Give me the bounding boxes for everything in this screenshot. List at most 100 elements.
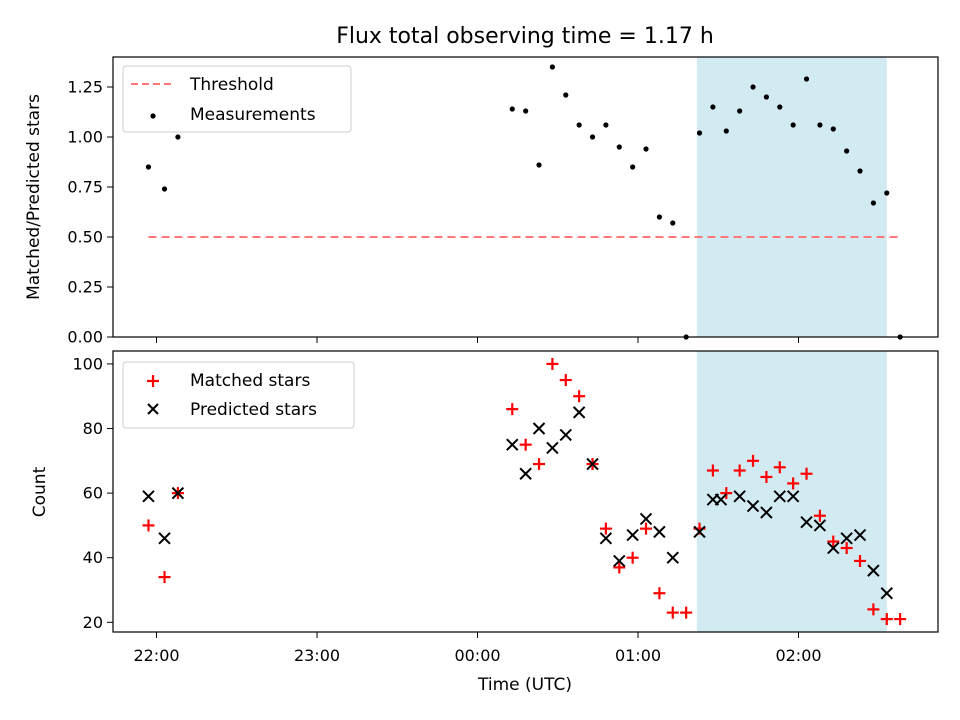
measurement-point <box>603 122 609 128</box>
predicted-star-point <box>639 512 653 526</box>
matched-star-point <box>867 603 880 616</box>
top-panel-frame <box>112 56 939 338</box>
predicted-star-point <box>653 525 666 539</box>
predicted-star-point <box>760 506 773 519</box>
matched-star-point <box>533 458 546 471</box>
predicted-star-point <box>572 406 586 419</box>
measurement-point <box>870 200 877 206</box>
matched-star-point <box>559 374 572 387</box>
predicted-star-point <box>626 528 639 542</box>
matched-star-point <box>599 522 612 535</box>
predicted-star-point <box>714 493 728 506</box>
measurement-point <box>175 134 181 140</box>
predicted-star-point <box>827 541 840 555</box>
predicted-star-point <box>813 519 827 532</box>
predicted-star-point <box>733 490 746 503</box>
matched-legend-swatch <box>147 375 159 387</box>
measurement-point <box>763 94 770 100</box>
bottom-y-axis-label: Count <box>30 466 50 517</box>
shaded-span-top <box>696 57 887 337</box>
measurement-point <box>844 148 850 154</box>
measurement-point <box>523 108 529 114</box>
predicted-star-point <box>853 528 867 542</box>
top-panel: 0.00 0.25 0.50 0.75 1.00 1.25 Matched/Predict… <box>24 56 939 347</box>
matched-star-point <box>666 606 679 619</box>
x-tick-label: 01:00 <box>615 646 661 665</box>
bottom-panel: 20 40 60 80 100 22:00 23:00 00:00 01:00 02:00 Co… <box>30 350 939 695</box>
predicted-star-point <box>880 587 893 600</box>
y-tick-label: 0.00 <box>67 328 103 347</box>
predicted-star-point <box>746 499 760 513</box>
top-y-ticks: 0.00 0.25 0.50 0.75 1.00 1.25 <box>67 78 113 347</box>
x-axis-label: Time (UTC) <box>477 675 572 695</box>
matched-star-point <box>613 561 626 574</box>
measurement-point <box>817 122 823 128</box>
matched-star-point <box>773 461 786 474</box>
matched-legend-label: Matched stars <box>190 371 310 391</box>
x-tick-label: 22:00 <box>133 646 179 665</box>
measurement-point <box>589 134 596 140</box>
shaded-span-bottom <box>696 351 887 632</box>
bottom-y-ticks: 20 40 60 80 100 <box>72 354 113 632</box>
measurement-point <box>737 108 743 114</box>
predicted-star-point <box>666 551 679 564</box>
y-tick-label: 100 <box>72 354 103 373</box>
matched-star-point <box>733 464 746 477</box>
predicted-star-point <box>506 438 519 451</box>
y-tick-label: 0.50 <box>67 228 103 247</box>
matched-star-point <box>760 470 773 483</box>
predicted-legend-swatch <box>147 403 159 415</box>
measurements-legend-swatch <box>150 113 156 119</box>
threshold-legend-label: Threshold <box>189 75 274 95</box>
predicted-star-point <box>559 428 572 442</box>
measurement-point <box>616 144 622 150</box>
matched-star-point <box>787 477 800 490</box>
predicted-star-point <box>171 486 185 500</box>
measurement-point <box>777 104 783 110</box>
measurement-point <box>750 84 756 90</box>
matched-star-point <box>158 571 171 584</box>
predicted-star-point <box>840 532 853 545</box>
y-tick-label: 1.25 <box>67 78 103 97</box>
predicted-star-point <box>800 515 813 529</box>
x-tick-label: 00:00 <box>454 646 500 665</box>
matched-star-point <box>653 587 666 600</box>
predicted-star-point <box>867 564 880 577</box>
predicted-star-point <box>546 441 559 455</box>
matched-star-point <box>894 613 907 626</box>
y-tick-label: 80 <box>83 419 103 438</box>
measurement-point <box>803 76 810 82</box>
matched-star-point <box>840 542 853 555</box>
matched-star-point <box>142 519 155 532</box>
matched-star-point <box>680 606 693 619</box>
y-tick-label: 60 <box>83 484 103 503</box>
measurements-legend-label: Measurements <box>190 105 316 125</box>
measurement-point <box>790 122 796 128</box>
x-tick-label: 02:00 <box>775 646 821 665</box>
matched-star-point <box>827 535 840 548</box>
measurement-point <box>536 162 542 168</box>
top-legend: Threshold Measurements <box>122 65 352 133</box>
predicted-star-point <box>786 490 800 503</box>
matched-star-point <box>573 390 586 403</box>
y-tick-label: 1.00 <box>67 128 103 147</box>
matched-star-point <box>813 509 826 522</box>
measurement-point <box>696 130 703 136</box>
matched-star-point <box>720 487 733 500</box>
measurement-point <box>145 164 152 170</box>
top-y-axis-label: Matched/Predicted stars <box>24 94 44 300</box>
predicted-star-point <box>773 490 786 503</box>
measurement-point <box>830 126 836 132</box>
predicted-legend-label: Predicted stars <box>190 400 317 420</box>
bottom-panel-frame <box>112 350 939 633</box>
predicted-star-point <box>142 490 155 503</box>
measurement-point <box>670 220 676 226</box>
top-x-ticks <box>156 337 799 343</box>
predicted-star-point <box>693 525 706 539</box>
matched-star-point <box>546 357 559 370</box>
top-legend-box <box>122 65 352 133</box>
matched-star-point <box>519 438 532 451</box>
y-tick-label: 0.25 <box>67 278 103 297</box>
matched-star-point <box>880 613 893 626</box>
